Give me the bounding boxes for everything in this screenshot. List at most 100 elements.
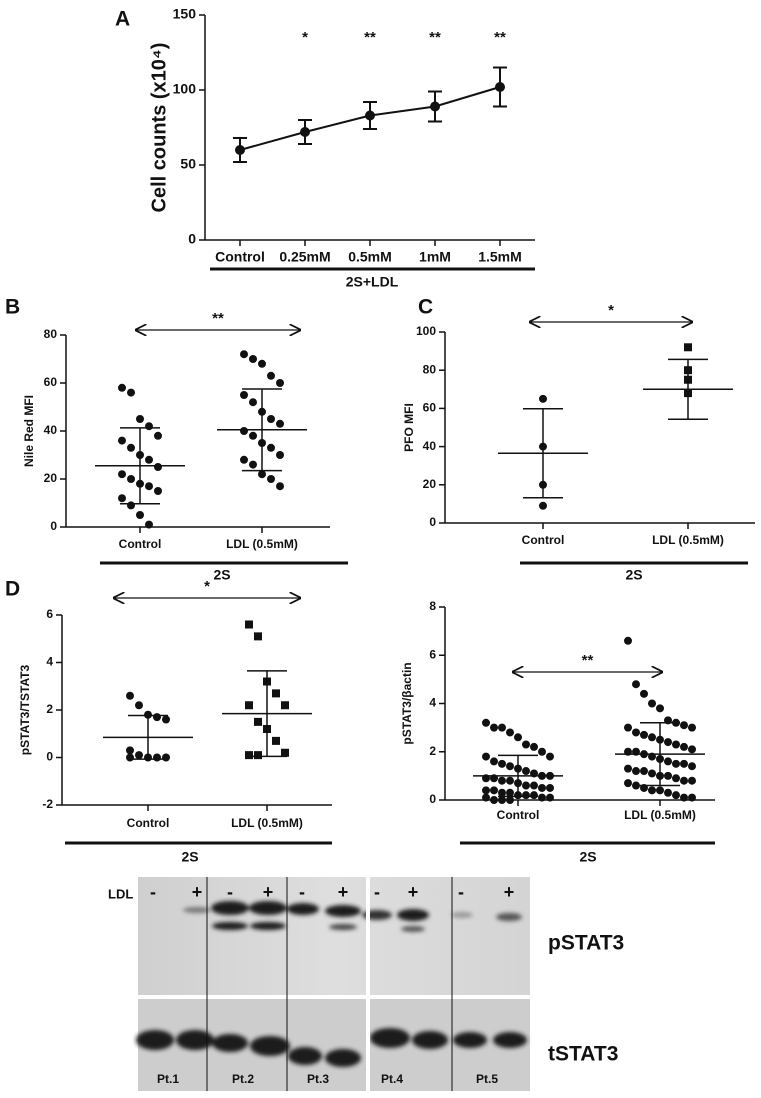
data-point	[276, 419, 284, 428]
sd-bar	[128, 714, 168, 760]
x-tick-label: 0.5mM	[348, 249, 392, 265]
y-tick-label: 40	[44, 423, 58, 437]
y-tick-label: 60	[44, 375, 58, 389]
data-point	[482, 752, 490, 761]
data-point	[546, 752, 554, 761]
data-point	[672, 740, 680, 749]
data-point	[126, 753, 134, 762]
y-tick-label: 4	[46, 655, 53, 669]
sd-bar	[640, 722, 680, 787]
lane-sign: -	[299, 882, 305, 902]
data-point	[281, 701, 289, 710]
data-point	[688, 723, 696, 732]
data-point	[267, 415, 275, 423]
data-point	[240, 455, 248, 464]
data-point	[272, 689, 280, 698]
data-point	[688, 762, 696, 771]
lane-sign: -	[227, 882, 233, 902]
data-point	[688, 776, 696, 785]
significance: **	[582, 652, 594, 669]
data-point	[276, 379, 284, 387]
lane-sign: -	[374, 882, 380, 902]
data-point	[490, 723, 498, 732]
data-point	[632, 728, 640, 737]
data-point	[624, 723, 632, 732]
treatment-label: LDL	[108, 886, 133, 901]
y-tick-label: 60	[423, 401, 437, 415]
data-point	[539, 394, 547, 403]
data-point	[240, 427, 248, 435]
y-tick-label: 80	[423, 362, 437, 376]
data-point	[127, 501, 135, 510]
panel-letter: C	[418, 296, 433, 319]
data-point	[145, 455, 153, 464]
data-point	[245, 751, 253, 760]
data-point	[136, 511, 144, 519]
data-point	[240, 350, 248, 359]
data-point	[656, 786, 664, 795]
data-point	[514, 733, 522, 742]
y-tick-label: 20	[44, 471, 58, 485]
data-point	[430, 101, 440, 112]
data-point	[672, 791, 680, 800]
y-axis-label: Nile Red MFI	[22, 395, 36, 467]
y-tick-label: 100	[173, 81, 197, 97]
lane-sign: +	[504, 882, 515, 902]
y-tick-label: 6	[46, 607, 53, 621]
data-point	[498, 776, 506, 785]
data-point	[672, 774, 680, 783]
data-point	[127, 443, 135, 452]
data-point	[235, 145, 245, 155]
data-point	[522, 791, 530, 800]
y-tick-label: 2	[46, 702, 53, 716]
data-point	[624, 779, 632, 788]
data-point	[632, 781, 640, 790]
data-point	[154, 487, 162, 495]
data-point	[245, 701, 253, 710]
x-tick-label: LDL (0.5mM)	[231, 816, 303, 830]
y-tick-label: 0	[188, 231, 196, 247]
significance: *	[302, 29, 308, 46]
data-point	[490, 796, 498, 804]
data-point	[664, 771, 672, 780]
significance: **	[212, 310, 224, 327]
data-point	[648, 733, 656, 742]
data-point	[498, 788, 506, 797]
blot-gap	[366, 877, 370, 1091]
y-axis-label: pSTAT3/TSTAT3	[18, 664, 32, 755]
data-point	[506, 776, 514, 785]
data-point	[530, 791, 538, 800]
data-point	[249, 431, 257, 440]
significance: **	[429, 29, 441, 46]
x-tick-label: 1.5mM	[478, 249, 522, 265]
band-label: pSTAT3	[548, 932, 624, 955]
data-point	[648, 769, 656, 778]
data-point	[267, 371, 275, 380]
y-tick-label: 8	[429, 599, 436, 613]
data-point	[240, 391, 248, 399]
patient-label: Pt.5	[476, 1072, 498, 1086]
data-point	[538, 783, 546, 792]
data-point	[145, 422, 153, 431]
lane-sign: -	[458, 882, 464, 902]
group-label: 2S	[181, 849, 198, 865]
x-tick-label: LDL (0.5mM)	[226, 537, 298, 551]
data-point	[281, 748, 289, 757]
data-point	[482, 718, 490, 727]
data-point	[258, 359, 266, 368]
data-point	[254, 717, 262, 726]
sd-bar	[247, 670, 287, 758]
significance: **	[494, 29, 506, 46]
group-label: 2S	[625, 567, 642, 583]
data-point	[153, 753, 161, 762]
y-tick-label: -2	[42, 797, 53, 811]
data-point	[664, 788, 672, 797]
y-tick-label: 0	[429, 515, 436, 529]
data-point	[680, 742, 688, 751]
data-point	[118, 436, 126, 445]
y-tick-label: 40	[423, 439, 437, 453]
data-point	[254, 751, 262, 760]
data-point	[254, 632, 262, 641]
data-point	[126, 746, 134, 755]
